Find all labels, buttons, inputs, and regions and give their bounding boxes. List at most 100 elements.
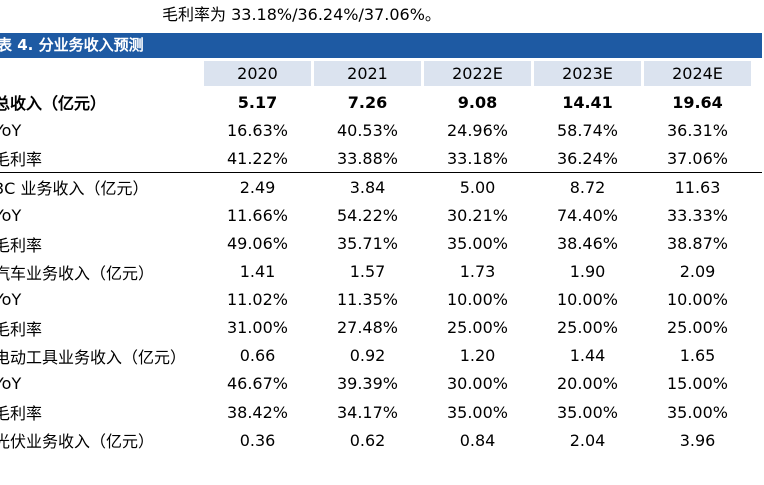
table-cell: 19.64	[672, 92, 723, 112]
table-cell: 5.00	[459, 177, 496, 197]
table-cell: 20.00%	[556, 374, 618, 394]
table-cell: 9.08	[457, 92, 498, 112]
row-label: 毛利率	[0, 150, 43, 170]
table-cell: 3.84	[349, 177, 386, 197]
table-cell: 0.92	[349, 346, 386, 366]
row-label: 总收入（亿元）	[0, 94, 107, 114]
table-header-row: 2020 2021 2022E 2023E 2024E	[0, 61, 762, 86]
table-cell: 5.17	[237, 92, 278, 112]
table-cell: 7.26	[347, 92, 388, 112]
table-row: YoY 46.67% 39.39% 30.00% 20.00% 15.00%	[0, 370, 762, 398]
table-cell: 0.62	[349, 430, 386, 450]
table-cell: 36.24%	[556, 148, 618, 168]
table-cell: 0.66	[239, 346, 276, 366]
table-cell: 74.40%	[556, 205, 618, 225]
column-header: 2023E	[534, 61, 641, 86]
table-cell: 40.53%	[336, 120, 398, 140]
row-label: YoY	[0, 290, 22, 310]
row-label: YoY	[0, 205, 22, 225]
table-cell: 46.67%	[226, 374, 288, 394]
table-cell: 35.71%	[336, 234, 398, 254]
row-label: 3C 业务收入（亿元）	[0, 179, 149, 199]
table-cell: 25.00%	[446, 318, 508, 338]
table-cell: 1.65	[679, 346, 716, 366]
table-cell: 25.00%	[556, 318, 618, 338]
table-cell: 10.00%	[556, 290, 618, 310]
row-label: 毛利率	[0, 404, 43, 424]
table-caption: 表 4. 分业务收入预测	[0, 33, 762, 58]
table-cell: 11.02%	[226, 290, 288, 310]
table-cell: 39.39%	[336, 374, 398, 394]
table-row: YoY 16.63% 40.53% 24.96% 58.74% 36.31%	[0, 116, 762, 144]
table-cell: 2.49	[239, 177, 276, 197]
row-label: 汽车业务收入（亿元）	[0, 263, 155, 283]
table-body: 总收入（亿元） 5.17 7.26 9.08 14.41 19.64 YoY 1…	[0, 88, 762, 454]
table-cell: 0.36	[239, 430, 276, 450]
table-cell: 15.00%	[666, 374, 728, 394]
table-cell: 14.41	[562, 92, 613, 112]
table-cell: 41.22%	[226, 148, 288, 168]
table-cell: 38.42%	[226, 402, 288, 422]
table-row: YoY 11.66% 54.22% 30.21% 74.40% 33.33%	[0, 201, 762, 229]
table-cell: 49.06%	[226, 234, 288, 254]
table-cell: 1.57	[349, 262, 386, 282]
table-cell: 16.63%	[226, 120, 288, 140]
revenue-forecast-table: 表 4. 分业务收入预测 2020 2021 2022E 2023E 2024E…	[0, 33, 762, 454]
row-label: 毛利率	[0, 235, 43, 255]
table-cell: 33.18%	[446, 148, 508, 168]
table-cell: 34.17%	[336, 402, 398, 422]
table-row: 汽车业务收入（亿元） 1.41 1.57 1.73 1.90 2.09	[0, 258, 762, 286]
table-cell: 10.00%	[666, 290, 728, 310]
table-cell: 35.00%	[556, 402, 618, 422]
table-cell: 58.74%	[556, 120, 618, 140]
table-row: 3C 业务收入（亿元） 2.49 3.84 5.00 8.72 11.63	[0, 172, 762, 201]
table-cell: 0.84	[459, 430, 496, 450]
table-row: 毛利率 41.22% 33.88% 33.18% 36.24% 37.06%	[0, 144, 762, 172]
row-label: 光伏业务收入（亿元）	[0, 432, 155, 452]
table-cell: 2.04	[569, 430, 606, 450]
table-cell: 10.00%	[446, 290, 508, 310]
table-cell: 35.00%	[446, 234, 508, 254]
table-cell: 1.90	[569, 262, 606, 282]
table-row: 总收入（亿元） 5.17 7.26 9.08 14.41 19.64	[0, 88, 762, 116]
column-header: 2022E	[424, 61, 531, 86]
column-header: 2021	[314, 61, 421, 86]
table-cell: 3.96	[679, 430, 716, 450]
table-cell: 11.63	[674, 177, 721, 197]
table-cell: 38.87%	[666, 234, 728, 254]
table-cell: 37.06%	[666, 148, 728, 168]
table-row: 电动工具业务收入（亿元） 0.66 0.92 1.20 1.44 1.65	[0, 342, 762, 370]
table-cell: 27.48%	[336, 318, 398, 338]
table-cell: 25.00%	[666, 318, 728, 338]
table-cell: 38.46%	[556, 234, 618, 254]
row-label: 毛利率	[0, 319, 43, 339]
row-label: 电动工具业务收入（亿元）	[0, 347, 187, 367]
table-cell: 30.21%	[446, 205, 508, 225]
table-cell: 35.00%	[666, 402, 728, 422]
table-cell: 11.66%	[226, 205, 288, 225]
header-label-spacer	[0, 61, 204, 86]
table-cell: 33.33%	[666, 205, 728, 225]
column-header: 2024E	[644, 61, 751, 86]
table-cell: 1.73	[459, 262, 496, 282]
table-row: 毛利率 49.06% 35.71% 35.00% 38.46% 38.87%	[0, 229, 762, 257]
table-cell: 2.09	[679, 262, 716, 282]
table-cell: 1.20	[459, 346, 496, 366]
table-cell: 35.00%	[446, 402, 508, 422]
table-cell: 31.00%	[226, 318, 288, 338]
table-row: 毛利率 38.42% 34.17% 35.00% 35.00% 35.00%	[0, 398, 762, 426]
table-row: YoY 11.02% 11.35% 10.00% 10.00% 10.00%	[0, 286, 762, 314]
column-header: 2020	[204, 61, 311, 86]
table-cell: 54.22%	[336, 205, 398, 225]
table-row: 毛利率 31.00% 27.48% 25.00% 25.00% 25.00%	[0, 314, 762, 342]
table-cell: 33.88%	[336, 148, 398, 168]
row-label: YoY	[0, 120, 22, 140]
table-cell: 8.72	[569, 177, 606, 197]
table-cell: 30.00%	[446, 374, 508, 394]
table-cell: 1.44	[569, 346, 606, 366]
table-cell: 11.35%	[336, 290, 398, 310]
intro-text: 毛利率为 33.18%/36.24%/37.06%。	[162, 5, 441, 24]
row-label: YoY	[0, 374, 22, 394]
table-cell: 24.96%	[446, 120, 508, 140]
